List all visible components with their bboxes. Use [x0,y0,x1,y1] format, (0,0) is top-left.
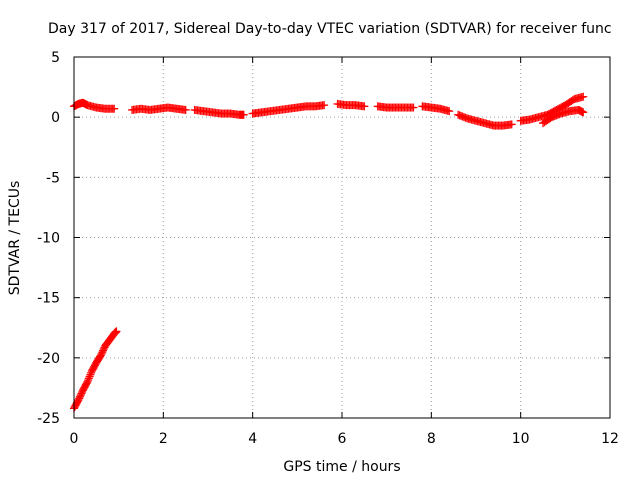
chart-title: Day 317 of 2017, Sidereal Day-to-day VTE… [48,21,612,37]
data-point [86,370,95,379]
data-point [83,377,92,386]
y-tick-label: -15 [37,291,60,307]
x-axis-label: GPS time / hours [283,459,400,475]
data-point [445,107,454,116]
y-tick-label: -20 [37,351,60,367]
data-point [360,102,369,111]
axis-ticks: 0 2 4 6 8 10 12 5 0 -5 -10 -15 -20 -25 [37,50,619,447]
y-tick-label: -25 [37,411,60,427]
data-point [84,374,93,383]
x-tick-label: 8 [427,431,436,447]
data-point [110,104,119,113]
data-point [579,92,588,101]
data-point [409,103,418,112]
data-point [181,105,190,114]
x-tick-label: 10 [512,431,530,447]
y-axis-label: SDTVAR / TECUs [7,181,23,296]
data-points [70,92,588,413]
y-tick-label: 5 [51,50,60,66]
x-tick-label: 2 [159,431,168,447]
y-tick-label: 0 [51,110,60,126]
data-point [239,110,248,119]
x-tick-label: 4 [248,431,257,447]
x-tick-label: 12 [601,431,619,447]
data-point [507,120,516,129]
data-point [320,101,329,110]
data-point [112,327,121,336]
data-point [579,108,588,117]
y-tick-label: -5 [46,170,60,186]
data-point [84,376,93,385]
y-tick-label: -10 [37,231,60,247]
x-tick-label: 0 [70,431,79,447]
data-point [85,372,94,381]
x-tick-label: 6 [338,431,347,447]
